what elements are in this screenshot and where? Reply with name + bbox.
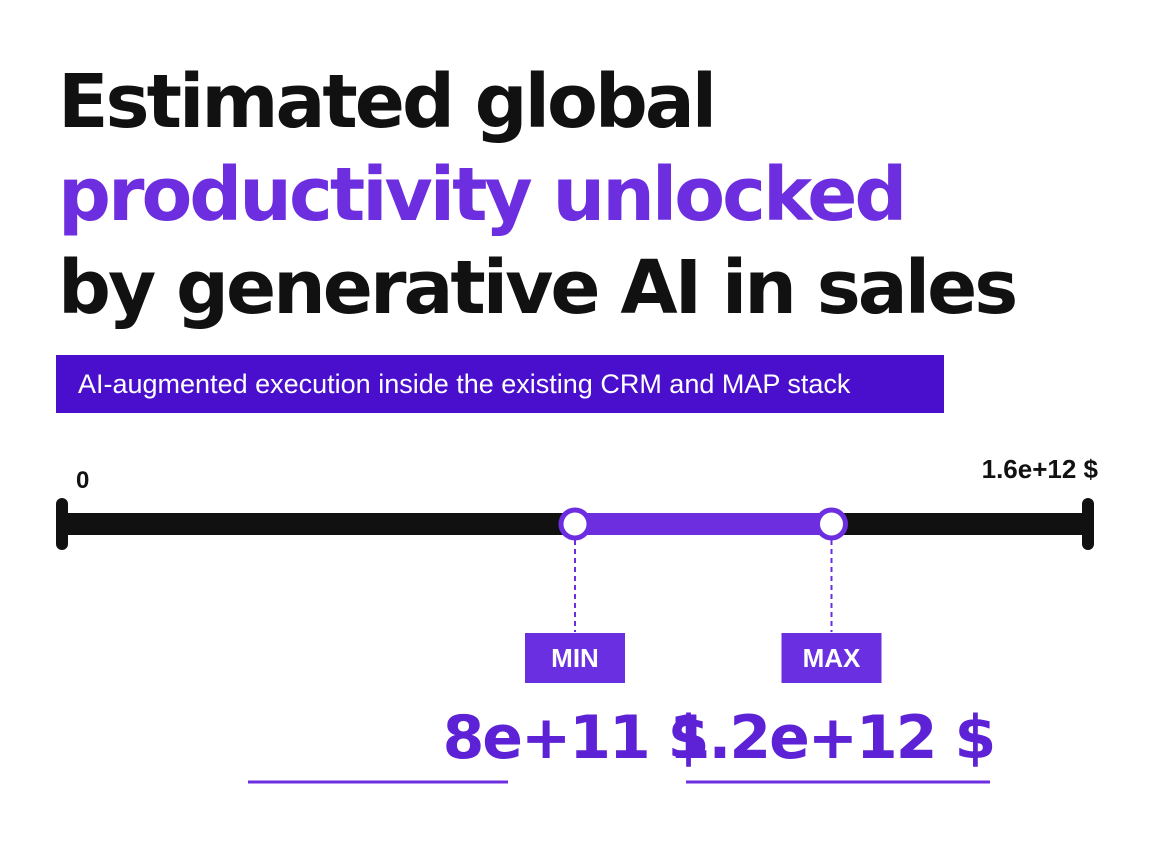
max-value-label: 1.2e+12 $ xyxy=(669,703,994,773)
subtitle-banner: AI-augmented execution inside the existi… xyxy=(56,355,944,413)
subtitle-text: AI-augmented execution inside the existi… xyxy=(78,368,851,399)
max-tag-label: MAX xyxy=(803,643,861,673)
min-value-label: 8e+11 $ xyxy=(443,703,708,773)
min-tag-background xyxy=(525,633,625,683)
max-marker xyxy=(815,507,848,541)
min-tag-label: MIN xyxy=(551,643,599,673)
max-tag-background xyxy=(781,633,882,683)
axis-max-label: 1.6e+12 $ xyxy=(982,454,1099,484)
title-line-3: by generative AI in sales xyxy=(58,245,1018,331)
axis-min-label: 0 xyxy=(76,467,89,494)
title-line-1: Estimated global xyxy=(58,59,717,145)
title-line-2: productivity unlocked xyxy=(58,152,907,238)
chart-title: Estimated global productivity unlocked b… xyxy=(58,56,1018,335)
min-marker xyxy=(558,507,592,541)
